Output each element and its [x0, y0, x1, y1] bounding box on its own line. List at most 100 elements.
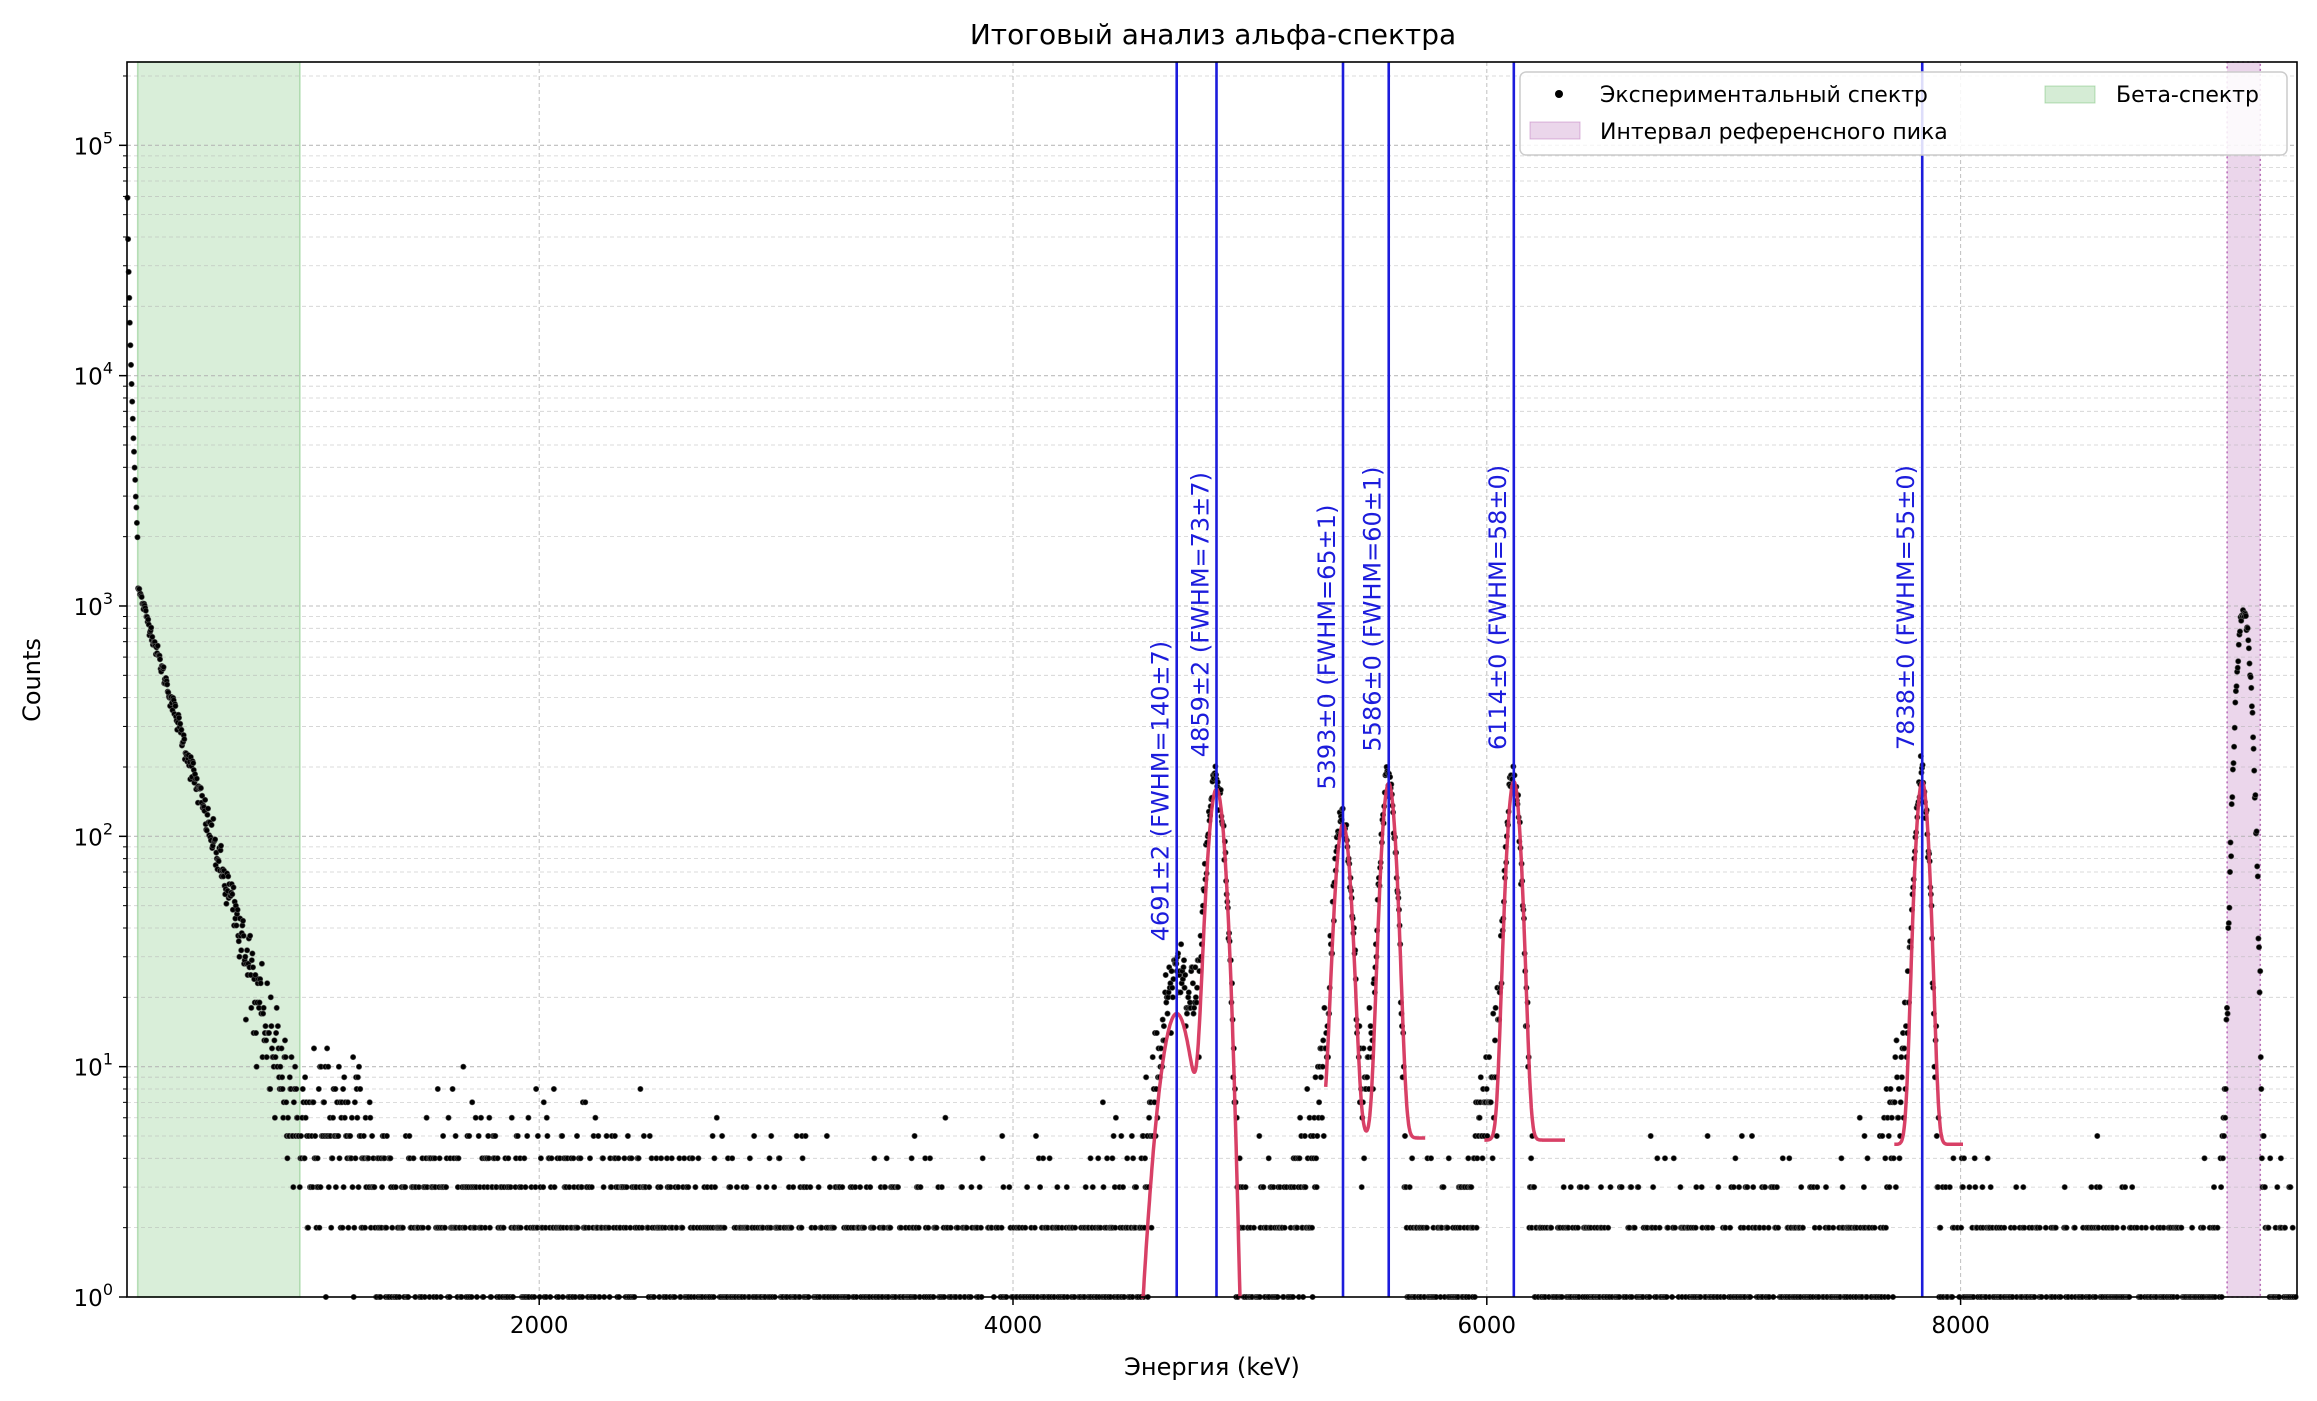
data-point [689, 1155, 696, 1162]
data-point [301, 1155, 308, 1162]
data-point [205, 805, 212, 812]
data-point [341, 1074, 348, 1081]
data-point [134, 534, 141, 541]
data-point [305, 1224, 312, 1231]
data-point [709, 1133, 716, 1140]
data-point [149, 633, 156, 640]
data-point [942, 1114, 949, 1121]
data-point [2253, 828, 2260, 835]
data-point [229, 891, 236, 898]
data-point [1958, 1224, 1965, 1231]
fit-curve-3 [1483, 779, 1567, 1142]
data-point [2211, 1184, 2218, 1191]
data-point [267, 994, 274, 1001]
data-point [1709, 1224, 1716, 1231]
data-point [857, 1184, 864, 1191]
data-point [1316, 1099, 1323, 1106]
data-point [1492, 1037, 1499, 1044]
data-point [336, 1155, 343, 1162]
data-point [1192, 994, 1199, 1001]
data-point [389, 1224, 396, 1231]
data-point [1153, 1030, 1160, 1037]
data-point [1959, 1184, 1966, 1191]
data-point [250, 964, 257, 971]
data-point [2020, 1184, 2027, 1191]
data-point [1160, 1023, 1167, 1030]
data-point [1301, 1133, 1308, 1140]
data-point [475, 1133, 482, 1140]
data-point [355, 1063, 362, 1070]
data-point [2260, 1133, 2267, 1140]
data-point [1309, 1224, 1316, 1231]
data-point [129, 415, 136, 422]
data-point [477, 1114, 484, 1121]
data-point [290, 1184, 297, 1191]
data-point [1864, 1155, 1871, 1162]
data-point [628, 1155, 635, 1162]
data-point [268, 1045, 275, 1052]
data-point [1732, 1155, 1739, 1162]
peak-label-4859: 4859±2 (FWHM=73±7) [1187, 472, 1215, 757]
data-point [1698, 1184, 1705, 1191]
data-point [264, 980, 271, 987]
data-point [410, 1155, 417, 1162]
data-point [2249, 709, 2256, 716]
data-point [1313, 1184, 1320, 1191]
data-point [1979, 1184, 1986, 1191]
data-point [164, 681, 171, 688]
data-point [1950, 1155, 1957, 1162]
data-point [1169, 994, 1176, 1001]
data-point [340, 1086, 347, 1093]
data-point [1320, 1037, 1327, 1044]
legend-marker-experimental [1555, 90, 1563, 98]
data-point [2250, 734, 2257, 741]
data-point [2223, 1016, 2230, 1023]
data-point [926, 1155, 933, 1162]
data-point [332, 1184, 339, 1191]
data-point [623, 1184, 630, 1191]
data-point [274, 1023, 281, 1030]
data-point [2222, 1086, 2229, 1093]
data-point [681, 1155, 688, 1162]
data-point [1364, 1074, 1371, 1081]
data-point [2277, 1155, 2284, 1162]
data-point [1888, 1114, 1895, 1121]
peak-lines [1175, 62, 1924, 1297]
data-point [1104, 1155, 1111, 1162]
data-point [341, 1114, 348, 1121]
data-point [293, 1086, 300, 1093]
data-point [2036, 1224, 2043, 1231]
data-point [1750, 1184, 1757, 1191]
data-point [310, 1045, 317, 1052]
data-point [1184, 1010, 1191, 1017]
data-point [278, 1045, 285, 1052]
data-point [132, 493, 139, 500]
data-point [823, 1133, 830, 1140]
data-point [1256, 1133, 1263, 1140]
data-point [2257, 968, 2264, 975]
data-point [1000, 1184, 1007, 1191]
data-point [286, 1074, 293, 1081]
data-point [2256, 944, 2263, 951]
data-point [976, 1184, 983, 1191]
data-point [1366, 1004, 1373, 1011]
x-tick-label: 2000 [510, 1313, 569, 1339]
data-point [1765, 1224, 1772, 1231]
data-point [145, 616, 152, 623]
data-point [2189, 1224, 2196, 1231]
data-point [252, 971, 259, 978]
data-point [1367, 1023, 1374, 1030]
data-point [354, 1114, 361, 1121]
data-point [2113, 1224, 2120, 1231]
fit-curve-1 [1139, 787, 1242, 1299]
data-point [1440, 1184, 1447, 1191]
data-point [968, 1184, 975, 1191]
data-point [500, 1224, 507, 1231]
data-point [197, 785, 204, 792]
data-point [788, 1224, 795, 1231]
data-point [1317, 1074, 1324, 1081]
y-axis-label: Counts [18, 638, 46, 722]
data-point [1148, 1224, 1155, 1231]
data-point [223, 900, 230, 907]
data-point [1744, 1184, 1751, 1191]
